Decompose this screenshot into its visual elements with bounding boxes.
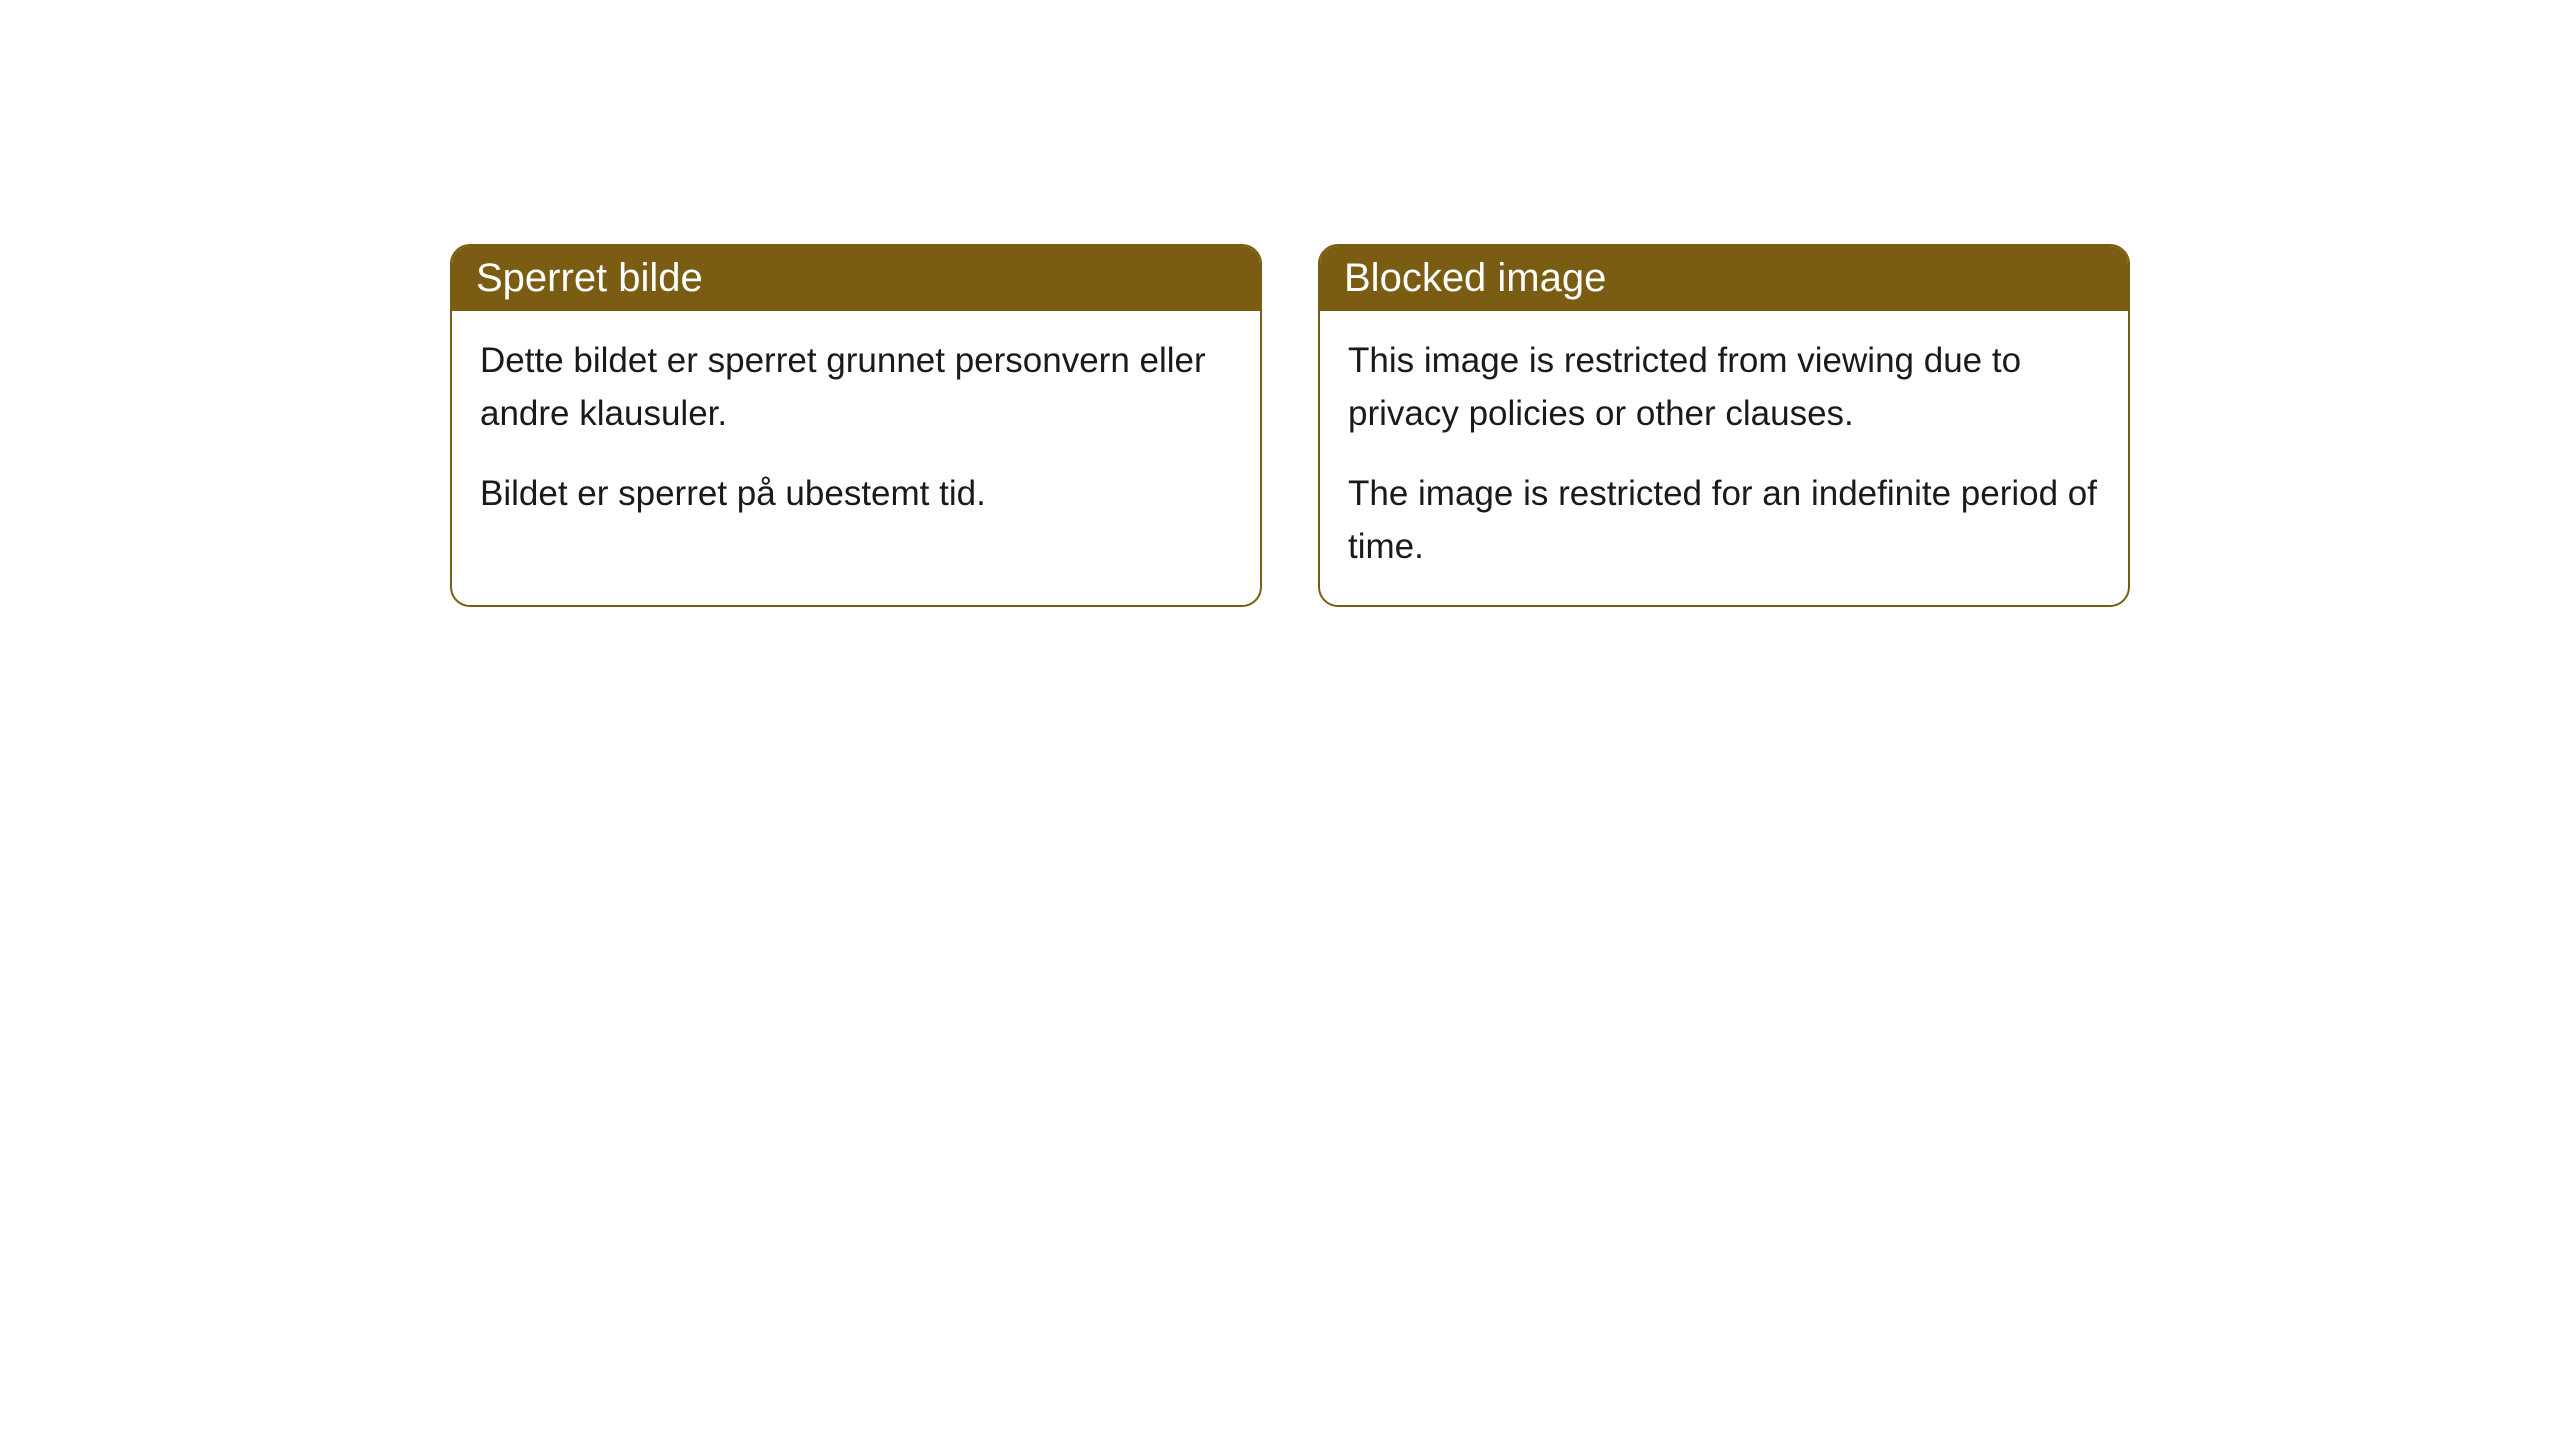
card-body-norwegian: Dette bildet er sperret grunnet personve…: [452, 311, 1260, 553]
card-paragraph: The image is restricted for an indefinit…: [1348, 468, 2100, 573]
card-header-norwegian: Sperret bilde: [452, 246, 1260, 311]
card-paragraph: Dette bildet er sperret grunnet personve…: [480, 335, 1232, 440]
card-title: Sperret bilde: [476, 256, 703, 300]
card-paragraph: This image is restricted from viewing du…: [1348, 335, 2100, 440]
card-body-english: This image is restricted from viewing du…: [1320, 311, 2128, 605]
card-paragraph: Bildet er sperret på ubestemt tid.: [480, 468, 1232, 521]
card-english: Blocked image This image is restricted f…: [1318, 244, 2130, 607]
card-title: Blocked image: [1344, 256, 1606, 300]
card-norwegian: Sperret bilde Dette bildet er sperret gr…: [450, 244, 1262, 607]
card-header-english: Blocked image: [1320, 246, 2128, 311]
cards-container: Sperret bilde Dette bildet er sperret gr…: [0, 0, 2560, 607]
